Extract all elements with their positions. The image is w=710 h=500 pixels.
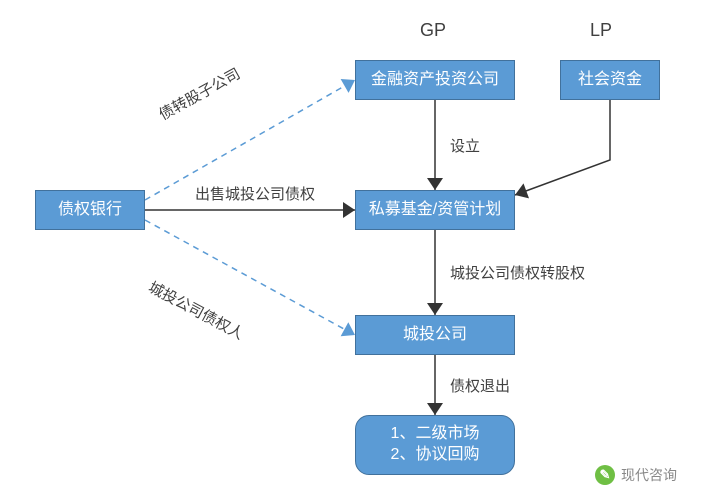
node-fund: 私募基金/资管计划 bbox=[355, 190, 515, 230]
wechat-icon: ✎ bbox=[595, 465, 615, 485]
node-finco: 金融资产投资公司 bbox=[355, 60, 515, 100]
edge-label-e2: 出售城投公司债权 bbox=[195, 183, 315, 204]
column-header-hdr-lp: LP bbox=[590, 20, 612, 41]
edge-label-e7: 债权退出 bbox=[450, 375, 510, 396]
edge-label-e4: 设立 bbox=[450, 135, 480, 156]
edge-label-e6: 城投公司债权转股权 bbox=[450, 262, 585, 283]
edge-e3 bbox=[145, 220, 355, 335]
watermark-text: 现代咨询 bbox=[621, 465, 677, 485]
edge-label-e3: 城投公司债权人 bbox=[145, 276, 248, 344]
edge-label-e1: 债转股子公司 bbox=[155, 63, 244, 125]
watermark: ✎ 现代咨询 bbox=[595, 465, 677, 485]
node-social: 社会资金 bbox=[560, 60, 660, 100]
node-city: 城投公司 bbox=[355, 315, 515, 355]
node-bank: 债权银行 bbox=[35, 190, 145, 230]
node-exit: 1、二级市场 2、协议回购 bbox=[355, 415, 515, 475]
column-header-hdr-gp: GP bbox=[420, 20, 446, 41]
edge-e5 bbox=[515, 100, 610, 195]
